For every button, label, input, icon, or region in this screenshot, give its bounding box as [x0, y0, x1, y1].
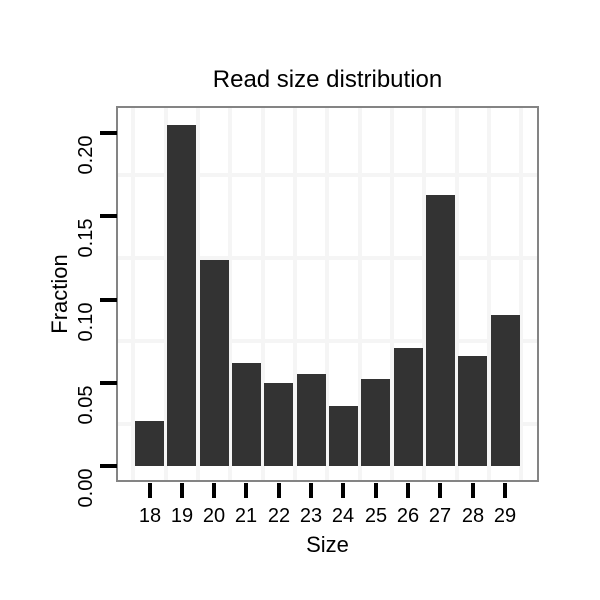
bar-size-19	[167, 125, 196, 466]
bar-size-20	[200, 260, 229, 466]
x-tick-label: 26	[396, 505, 420, 527]
x-tick-label: 28	[461, 505, 485, 527]
chart-title: Read size distribution	[212, 66, 443, 93]
bar-size-29	[491, 315, 520, 466]
x-axis-tick	[277, 483, 281, 498]
x-axis-tick	[341, 483, 345, 498]
vertical-gridline	[325, 108, 329, 480]
x-axis-tick	[503, 483, 507, 498]
vertical-gridline	[487, 108, 491, 480]
x-axis-tick	[374, 483, 378, 498]
bar-size-25	[361, 379, 390, 466]
x-tick-label: 23	[299, 505, 323, 527]
vertical-gridline	[293, 108, 297, 480]
y-tick-label: 0.00	[75, 468, 97, 508]
horizontal-gridline	[118, 339, 537, 343]
x-tick-label: 29	[493, 505, 517, 527]
y-tick-label: 0.15	[75, 218, 97, 258]
x-tick-label: 21	[234, 505, 258, 527]
vertical-gridline	[196, 108, 200, 480]
vertical-gridline	[422, 108, 426, 480]
bar-size-27	[426, 195, 455, 466]
y-axis-tick	[100, 298, 117, 302]
vertical-gridline	[228, 108, 232, 480]
vertical-gridline	[164, 108, 168, 480]
vertical-gridline	[390, 108, 394, 480]
bar-size-26	[394, 348, 423, 466]
x-axis-tick	[148, 483, 152, 498]
y-axis-tick	[100, 131, 117, 135]
y-tick-label: 0.10	[75, 302, 97, 342]
x-tick-label: 18	[138, 505, 162, 527]
horizontal-gridline	[118, 422, 537, 426]
x-tick-label: 19	[170, 505, 194, 527]
vertical-gridline	[261, 108, 265, 480]
vertical-gridline	[358, 108, 362, 480]
x-tick-label: 25	[364, 505, 388, 527]
y-axis-tick	[100, 214, 117, 218]
x-axis-title: Size	[306, 532, 349, 557]
x-axis-tick	[180, 483, 184, 498]
x-axis-tick	[438, 483, 442, 498]
bar-size-18	[135, 421, 164, 466]
horizontal-gridline	[118, 256, 537, 260]
vertical-gridline	[519, 108, 523, 480]
bar-size-21	[232, 363, 261, 466]
x-tick-label: 22	[267, 505, 291, 527]
bar-size-24	[329, 406, 358, 466]
horizontal-gridline	[118, 173, 537, 177]
x-axis-tick	[471, 483, 475, 498]
x-axis-tick	[309, 483, 313, 498]
y-tick-label: 0.05	[75, 385, 97, 425]
bar-size-22	[264, 383, 293, 466]
x-axis-tick	[406, 483, 410, 498]
x-tick-label: 20	[202, 505, 226, 527]
y-tick-label: 0.20	[75, 135, 97, 175]
bar-size-28	[458, 356, 487, 466]
x-axis-tick	[244, 483, 248, 498]
x-tick-label: 24	[331, 505, 355, 527]
x-tick-label: 27	[428, 505, 452, 527]
y-axis-tick	[100, 464, 117, 468]
x-axis-tick	[212, 483, 216, 498]
vertical-gridline	[131, 108, 135, 480]
vertical-gridline	[455, 108, 459, 480]
y-axis-tick	[100, 381, 117, 385]
bar-size-23	[297, 374, 326, 466]
